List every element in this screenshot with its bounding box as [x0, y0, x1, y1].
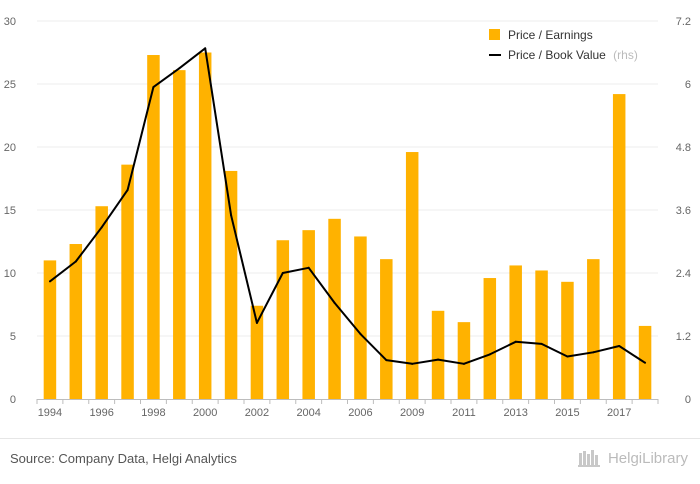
y-right-tick-label: 6: [685, 79, 691, 91]
bar: [95, 206, 108, 399]
x-tick-label: 1996: [89, 407, 113, 419]
line-point: [385, 359, 388, 362]
chart: 0 0 5 1.2 10 2.4 15 3.6 20 4.8 25 6 30 7.2 1994 1996 199…: [4, 16, 691, 419]
y-right-tick-label: 2.4: [676, 268, 691, 280]
x-tick-label: 1994: [38, 407, 62, 419]
bar: [509, 265, 522, 399]
line-point: [592, 351, 595, 354]
line-point: [126, 189, 129, 192]
bar: [380, 259, 393, 399]
line-point: [462, 362, 465, 365]
x-tick-label: 2009: [400, 407, 424, 419]
bar: [250, 305, 264, 399]
x-tick-label: 2000: [193, 407, 217, 419]
bar: [561, 281, 574, 399]
line-point: [100, 226, 103, 229]
y-left-tick-label: 0: [10, 394, 16, 406]
y-left-tick-label: 15: [4, 205, 16, 217]
line-point: [437, 358, 440, 361]
series-line: [49, 47, 646, 365]
y-right-tick-label: 1.2: [676, 331, 691, 343]
legend-label-price-earnings: Price / Earnings: [508, 28, 593, 42]
y-right-tick-label: 4.8: [676, 142, 691, 154]
legend: Price / Earnings Price / Book Value (rhs…: [489, 28, 638, 62]
line-point: [204, 47, 207, 50]
bar: [43, 260, 57, 399]
bar: [483, 278, 497, 399]
bar: [612, 94, 626, 399]
line-point: [411, 362, 414, 365]
source-note: Source: Company Data, Helgi Analytics: [10, 451, 237, 466]
bar: [431, 310, 445, 399]
legend-label-rhs: (rhs): [613, 48, 638, 62]
axes: 0 0 5 1.2 10 2.4 15 3.6 20 4.8 25 6 30 7.2 1994 1996 199…: [4, 16, 691, 419]
legend-label-price-book: Price / Book Value (rhs): [508, 48, 638, 62]
y-left-tick-label: 30: [4, 16, 16, 28]
y-left-tick-label: 25: [4, 79, 16, 91]
footer: Source: Company Data, Helgi Analytics He…: [0, 438, 700, 484]
library-icon: [577, 450, 600, 467]
gridlines: [37, 20, 658, 337]
bar: [276, 240, 290, 399]
bar: [354, 236, 367, 399]
x-tick-label: 2011: [452, 407, 476, 419]
x-tick-label: 2002: [245, 407, 269, 419]
line-point: [540, 342, 543, 345]
bar: [147, 55, 160, 400]
x-tick-label: 2013: [503, 407, 527, 419]
bar-series-price-earnings: [43, 52, 652, 400]
line-point: [281, 272, 284, 274]
bar: [587, 259, 600, 399]
bar: [198, 52, 212, 399]
bar: [535, 270, 548, 399]
line-point: [488, 353, 491, 356]
y-right-tick-label: 7.2: [676, 16, 691, 28]
line-point: [644, 361, 647, 364]
line-point: [230, 214, 233, 217]
bar: [405, 152, 419, 399]
bar: [69, 244, 83, 399]
line-point: [566, 355, 569, 358]
bar: [173, 70, 186, 399]
bar: [328, 218, 341, 399]
line-point: [307, 266, 310, 269]
x-tick-label: 1998: [141, 407, 165, 419]
legend-label-price-book-main: Price / Book Value: [508, 48, 606, 62]
y-left-tick-label: 20: [4, 142, 16, 154]
x-tick-label: 2006: [348, 407, 372, 419]
bar: [121, 164, 134, 399]
y-right-tick-label: 0: [685, 394, 691, 406]
x-tick-label: 2004: [296, 407, 320, 419]
x-tick-label: 2015: [555, 407, 579, 419]
line-series-price-book: [48, 47, 647, 365]
line-point: [152, 86, 155, 89]
bar: [457, 322, 471, 399]
line-point: [255, 321, 258, 324]
y-left-tick-label: 10: [4, 268, 16, 280]
y-left-tick-label: 5: [10, 331, 16, 343]
bar: [302, 230, 315, 399]
brand-logo: HelgiLibrary: [577, 449, 688, 467]
line-point: [359, 332, 362, 335]
bar: [224, 170, 238, 399]
line-point: [48, 280, 51, 283]
y-right-tick-label: 3.6: [676, 205, 691, 217]
line-point: [333, 301, 336, 304]
brand-name: HelgiLibrary: [607, 449, 688, 467]
line-point: [178, 67, 181, 70]
line-point: [74, 260, 77, 263]
line-point: [514, 340, 517, 343]
legend-swatch-price-earnings: [489, 29, 500, 40]
x-tick-label: 2017: [607, 407, 631, 419]
line-point: [618, 344, 621, 347]
